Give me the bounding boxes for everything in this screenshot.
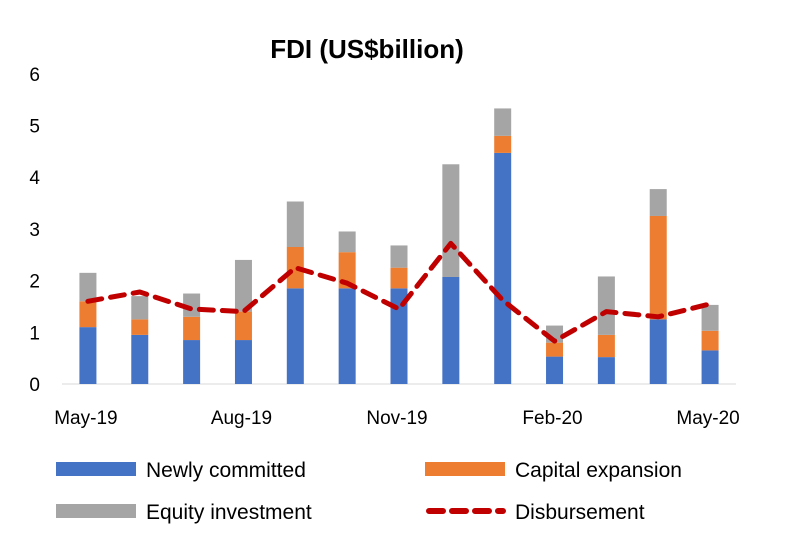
- newly-committed-bar: [183, 340, 201, 384]
- newly-committed-bar: [494, 152, 512, 384]
- capital-expansion-bar: [338, 252, 356, 289]
- capital-expansion-bar: [131, 319, 149, 335]
- equity-investment-bar: [79, 272, 97, 302]
- y-tick-label: 1: [29, 323, 40, 344]
- newly-committed-bar: [390, 288, 408, 384]
- equity-investment-bar: [649, 189, 667, 216]
- capital-expansion-bar: [390, 267, 408, 289]
- x-tick-label: May-19: [54, 408, 117, 429]
- equity-investment-bar: [597, 276, 615, 335]
- x-tick-label: Feb-20: [522, 408, 582, 429]
- capital-expansion-bar: [649, 215, 667, 320]
- equity-investment-bar: [286, 201, 304, 247]
- newly-committed-legend-swatch: [56, 462, 136, 476]
- equity-investment-bar: [131, 296, 149, 320]
- capital-expansion-bar: [701, 330, 719, 351]
- capital-expansion-bar: [546, 342, 564, 357]
- capital-expansion-bar: [286, 246, 304, 289]
- equity-investment-bar: [701, 304, 719, 331]
- newly-committed-bar: [234, 340, 252, 384]
- equity-investment-legend-swatch: [56, 504, 136, 518]
- equity-investment-legend-label: Equity investment: [146, 501, 312, 524]
- y-tick-label: 2: [29, 272, 40, 293]
- newly-committed-bar: [79, 327, 97, 384]
- capital-expansion-bar: [79, 301, 97, 328]
- y-tick-label: 3: [29, 220, 40, 241]
- capital-expansion-bar: [183, 316, 201, 341]
- x-axis: May-19 Aug-19 Nov-19 Feb-20 May-20: [54, 408, 740, 429]
- capital-expansion-bar: [597, 334, 615, 358]
- newly-committed-bar: [597, 357, 615, 384]
- newly-committed-bar: [286, 288, 304, 384]
- equity-investment-bar: [442, 164, 460, 277]
- x-tick-label: May-20: [676, 408, 739, 429]
- bars: [79, 108, 719, 384]
- newly-committed-bar: [442, 276, 460, 384]
- x-tick-label: Aug-19: [211, 408, 272, 429]
- y-tick-label: 6: [29, 65, 40, 86]
- y-tick-label: 0: [29, 375, 40, 396]
- y-axis: 0 1 2 3 4 5 6: [29, 65, 40, 396]
- newly-committed-bar: [338, 288, 356, 384]
- chart-title: FDI (US$billion): [270, 34, 464, 64]
- capital-expansion-bar: [234, 311, 252, 341]
- y-tick-label: 5: [29, 117, 40, 138]
- disbursement-legend-label: Disbursement: [515, 501, 645, 524]
- equity-investment-bar: [390, 245, 408, 268]
- equity-investment-bar: [183, 293, 201, 317]
- newly-committed-bar: [649, 319, 667, 384]
- x-tick-label: Nov-19: [366, 408, 427, 429]
- capital-expansion-bar: [494, 135, 512, 153]
- equity-investment-bar: [494, 108, 512, 136]
- equity-investment-bar: [338, 231, 356, 253]
- disbursement-line: [85, 240, 713, 344]
- legend: Newly committed Capital expansion Equity i…: [56, 459, 682, 524]
- newly-committed-bar: [546, 356, 564, 384]
- newly-committed-legend-label: Newly committed: [146, 459, 306, 482]
- y-tick-label: 4: [29, 168, 40, 189]
- capital-expansion-legend-label: Capital expansion: [515, 459, 682, 482]
- newly-committed-bar: [131, 334, 149, 384]
- capital-expansion-legend-swatch: [425, 462, 505, 476]
- equity-investment-bar: [234, 259, 252, 312]
- newly-committed-bar: [701, 350, 719, 384]
